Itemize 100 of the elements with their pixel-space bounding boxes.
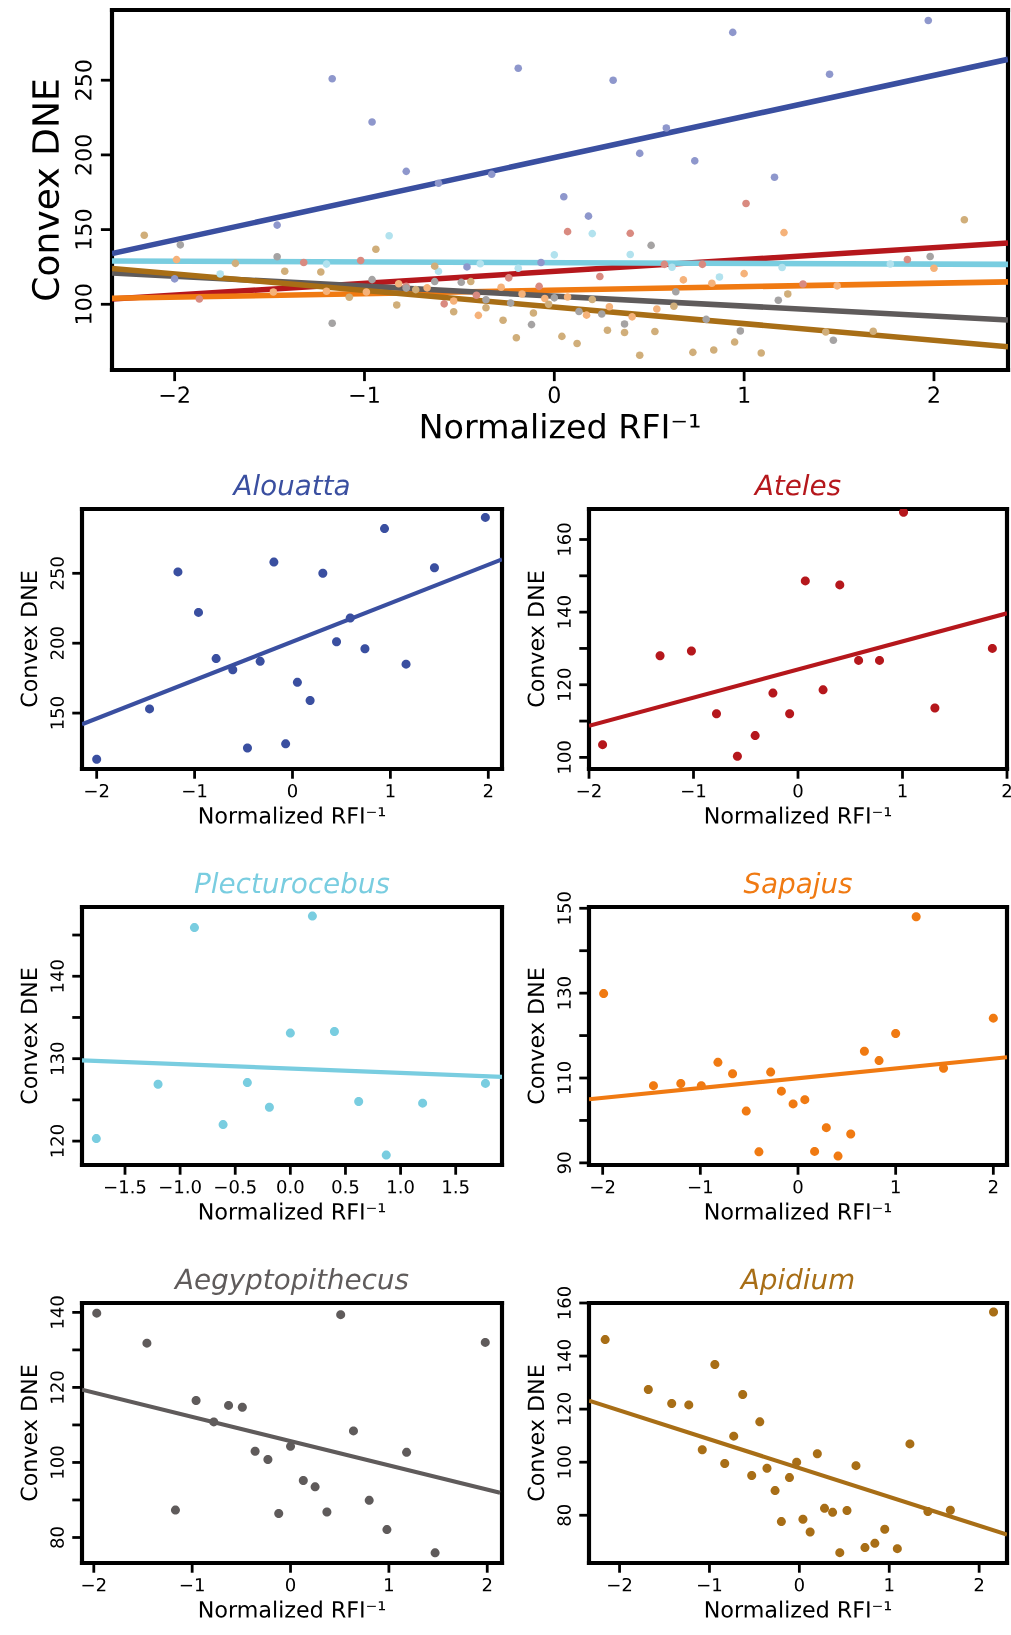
point	[799, 280, 807, 288]
point	[176, 241, 185, 249]
y-axis-title: Convex DNE	[20, 571, 38, 707]
x-tick-label: 1	[891, 1180, 900, 1194]
point	[620, 320, 629, 328]
point	[348, 1426, 358, 1436]
point	[480, 1337, 490, 1347]
y-tick-label: 120	[557, 1393, 571, 1425]
point	[668, 263, 676, 272]
point	[628, 313, 636, 321]
x-tick-label: 1	[385, 1578, 393, 1592]
point	[269, 288, 278, 296]
x-tick-label: 0	[548, 386, 560, 404]
point	[457, 278, 466, 287]
point	[742, 199, 750, 208]
point	[216, 270, 225, 278]
x-tick-label: 0	[793, 783, 803, 798]
y-tick-label: 250	[74, 60, 92, 100]
point	[250, 1446, 260, 1456]
x-tick-label: 2	[928, 386, 939, 403]
point	[535, 282, 543, 291]
point	[738, 1390, 748, 1400]
point	[676, 1079, 686, 1089]
point	[380, 524, 390, 534]
point	[880, 1524, 890, 1534]
point	[766, 1067, 776, 1077]
point	[818, 685, 828, 695]
point	[310, 1482, 320, 1492]
point	[145, 704, 155, 714]
point	[989, 1307, 999, 1317]
point	[670, 302, 678, 311]
point	[778, 263, 786, 272]
point	[242, 1078, 252, 1088]
point	[828, 1507, 838, 1517]
point	[762, 1463, 772, 1473]
point	[689, 348, 697, 357]
point	[487, 170, 496, 179]
point	[305, 696, 315, 706]
point	[835, 1548, 845, 1558]
point	[191, 1396, 201, 1406]
point	[364, 1495, 374, 1505]
point	[660, 260, 669, 269]
point	[600, 1335, 610, 1345]
x-tick-label: 0	[285, 1577, 296, 1592]
point	[189, 923, 199, 933]
point	[820, 1503, 830, 1513]
point	[91, 1134, 101, 1144]
point	[635, 351, 644, 360]
point	[482, 303, 490, 312]
point	[92, 1308, 102, 1318]
x-tick-label: 1	[898, 784, 907, 798]
point	[242, 743, 252, 753]
point	[170, 1505, 180, 1515]
point	[740, 269, 748, 278]
point	[698, 260, 707, 269]
point	[821, 328, 830, 336]
point	[430, 1548, 440, 1558]
point	[710, 1360, 720, 1370]
point	[472, 291, 481, 300]
point	[209, 1417, 219, 1427]
point	[381, 1150, 391, 1160]
point	[805, 1527, 815, 1537]
y-tick-label: 120	[50, 1125, 64, 1157]
x-tick-label: −2	[160, 386, 189, 403]
point	[776, 1517, 786, 1527]
y-axis-title: Convex DNE	[527, 968, 545, 1104]
point	[905, 1439, 915, 1449]
point	[582, 311, 591, 319]
x-tick-label: 1	[885, 1578, 894, 1592]
y-tick-label: 130	[557, 977, 571, 1009]
point	[626, 229, 635, 238]
point	[368, 118, 376, 126]
x-axis-title: Normalized RFI⁻¹	[199, 806, 386, 824]
point	[800, 1095, 810, 1105]
point	[429, 563, 439, 573]
chart-title: Alouatta	[231, 474, 349, 496]
point	[728, 1069, 738, 1079]
x-tick-label: −2	[82, 1577, 106, 1592]
x-tick-label: 1	[386, 784, 395, 798]
point	[329, 1026, 339, 1036]
point	[411, 285, 420, 294]
point	[401, 659, 411, 669]
point	[715, 273, 724, 281]
y-tick-label: 120	[50, 1371, 64, 1403]
point	[696, 1081, 706, 1091]
point	[860, 1543, 870, 1553]
point	[285, 1028, 295, 1038]
y-axis-title: Convex DNE	[31, 80, 60, 300]
point	[713, 1057, 723, 1067]
point	[430, 277, 439, 286]
x-tick-label: −1.5	[104, 1180, 146, 1194]
point	[875, 655, 885, 665]
x-tick-label: −1.0	[160, 1179, 201, 1194]
point	[385, 231, 393, 240]
y-tick-label: 100	[74, 284, 92, 324]
point	[550, 294, 559, 302]
point	[690, 157, 699, 165]
y-tick-label: 100	[50, 1446, 64, 1478]
x-tick-label: −1	[180, 1578, 204, 1592]
point	[812, 1449, 822, 1459]
